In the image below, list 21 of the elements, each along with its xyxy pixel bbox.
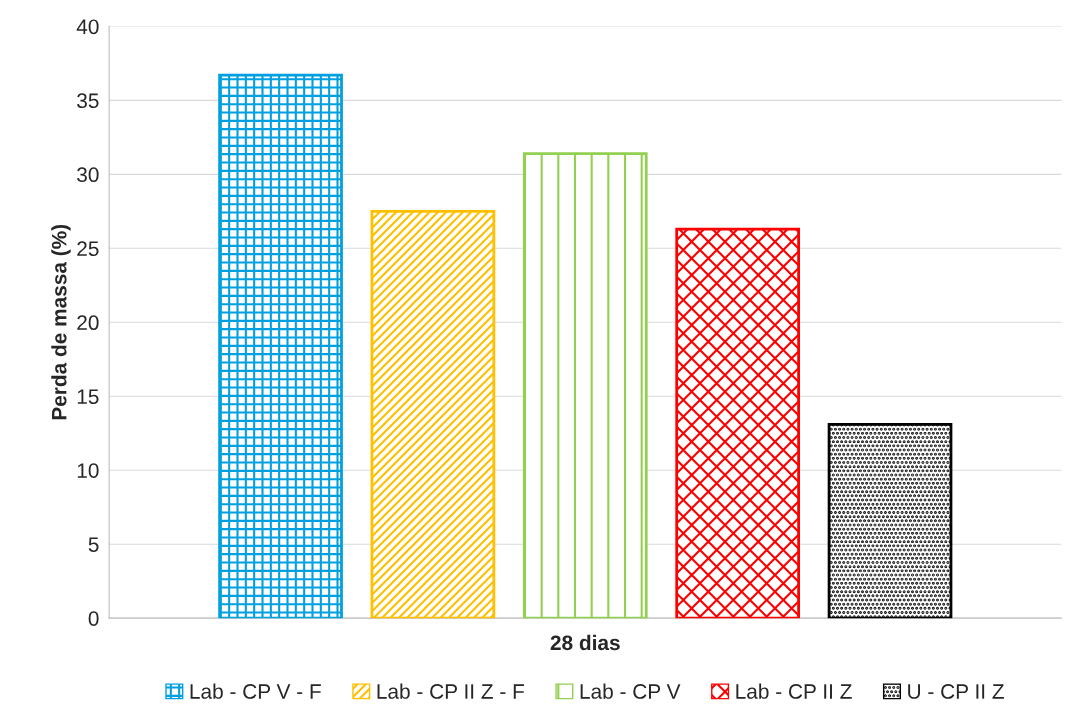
bar [675, 227, 800, 619]
y-tick-label: 15 [77, 389, 99, 404]
y-tick-label: 5 [88, 537, 99, 552]
y-tick-label: 35 [77, 93, 99, 109]
y-axis-title: Perda de massa (%) [51, 224, 71, 420]
legend-label: Lab - CP II Z [736, 683, 852, 699]
y-tick-label: 10 [77, 463, 99, 478]
legend-label: U - CP II Z [908, 684, 1004, 699]
legend-label: Lab - CP V - F [190, 683, 321, 699]
y-tick-label: 40 [76, 19, 99, 35]
bar [827, 422, 953, 619]
bar [370, 209, 496, 619]
bar [522, 152, 648, 619]
x-tick-label: 28 dias [550, 634, 620, 651]
bar [218, 73, 343, 619]
y-tick-label: 20 [77, 315, 99, 331]
y-tick-label: 25 [77, 241, 99, 257]
y-tick-label: 0 [88, 611, 99, 626]
y-tick-label: 30 [77, 167, 99, 183]
legend-label: Lab - CP V [580, 683, 681, 699]
legend-label: Lab - CP II Z - F [377, 683, 524, 699]
